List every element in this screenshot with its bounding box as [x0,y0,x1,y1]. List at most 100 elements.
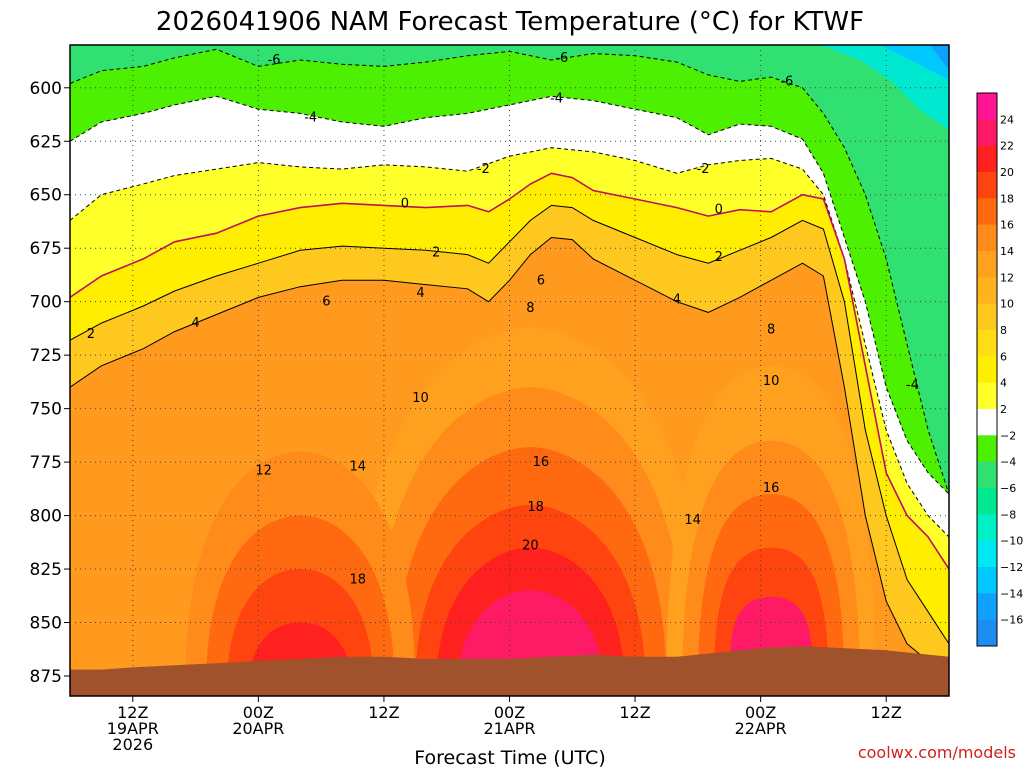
isotherm-lines [70,48,949,671]
colorbar-label: 6 [1000,350,1007,363]
contour-label: 10 [763,374,780,389]
y-tick-label: 775 [30,453,62,473]
colorbar-label: −6 [1000,482,1016,495]
contour-label: 6 [537,273,545,288]
colorbar-swatch [977,461,997,489]
isotherm-2 [70,204,949,645]
contour-label: 4 [191,316,199,331]
x-tick-label: 2026 [112,735,153,754]
colorbar-label: 10 [1000,298,1014,311]
contour-label: 16 [533,455,550,470]
contour-label: 2 [715,250,723,265]
y-tick-label: 625 [30,132,62,152]
contour-label: -4 [304,111,317,126]
isotherm-4 [70,236,949,671]
colorbar-swatch [977,409,997,436]
colorbar-swatch [977,277,997,305]
colorbar-frame [976,92,998,647]
contour-label: 6 [322,295,330,310]
y-tick-label: 850 [30,614,62,634]
colorbar-label: 4 [1000,377,1007,390]
contour-label: -6 [268,53,281,68]
y-axis: 600 625 650 675 700 725 750 775 800 825 850 875 [30,79,70,687]
y-tick-label: 675 [30,239,62,259]
x-tick-label: 22APR [735,719,787,738]
contour-label: 8 [526,301,534,316]
x-tick-label: 00Z [745,703,776,722]
isotherm-0 [70,172,949,570]
colorbar-swatch [977,540,997,568]
colorbar-label: −14 [1000,587,1023,600]
colorbar-label: −4 [1000,456,1016,469]
contour-label: 4 [673,293,681,308]
y-tick-label: 750 [30,400,62,420]
x-tick-label: 00Z [243,703,274,722]
band-cold-8 [820,45,949,130]
warm-temperature-bands [185,327,876,687]
x-tick-label: 12Z [368,703,399,722]
x-axis-label: Forecast Time (UTC) [414,747,605,768]
contour-label: 0 [401,196,409,211]
y-tick-label: 600 [30,79,62,99]
contour-label: -6 [555,51,568,66]
colorbar-swatch [977,619,997,647]
colorbar-swatch [977,593,997,621]
colorbar-label: −16 [1000,614,1023,627]
contour-label: -6 [780,74,793,89]
contour-label: 4 [416,286,424,301]
colorbar-swatch [977,224,997,252]
credit-text: coolwx.com/models [858,743,1016,762]
y-tick-label: 725 [30,346,62,366]
colorbar-label: 16 [1000,219,1014,232]
contour-label: 14 [349,459,366,474]
y-tick-label: 825 [30,560,62,580]
y-tick-label: 650 [30,186,62,206]
colorbar-label: 18 [1000,192,1014,205]
isotherm--2 [70,147,949,538]
colorbar-label: 8 [1000,324,1007,337]
colorbar-swatch [977,330,997,357]
band-above--6 [70,45,949,495]
colorbar-swatch [977,435,997,463]
contour-label: 14 [684,513,701,528]
colorbar-label: −8 [1000,508,1016,521]
grid-lines [70,45,949,696]
colorbar-swatch [977,145,997,173]
y-tick-label: 800 [30,507,62,527]
contour-label: 0 [715,203,723,218]
contour-label: 2 [432,245,440,260]
colorbar-swatch [977,93,997,120]
x-tick-label: 20APR [232,719,284,738]
colorbar-label: 20 [1000,166,1014,179]
colorbar-label: 24 [1000,113,1014,126]
band-above-0 [70,45,949,570]
contour-label: 2 [87,327,95,342]
colorbar-swatch [977,514,997,542]
colorbar-label: 2 [1000,403,1007,416]
band-cold-12 [880,45,949,80]
contour-label: 18 [527,500,544,515]
isotherm--4 [70,95,949,495]
contour-label: 8 [767,322,775,337]
y-tick-label: 700 [30,293,62,313]
colorbar-label: 14 [1000,245,1014,258]
contour-label: -4 [550,91,563,106]
chart-title: 2026041906 NAM Forecast Temperature (°C)… [156,7,864,37]
x-tick-label: 00Z [494,703,525,722]
colorbar-swatch [977,356,997,384]
colorbar-label: −12 [1000,561,1023,574]
colorbar-label: −10 [1000,535,1023,548]
contour-label: 12 [255,464,272,479]
colorbar-swatch [977,382,997,410]
band-cold-16 [930,45,949,70]
x-tick-label: 12Z [117,703,148,722]
colorbar-swatch [977,172,997,199]
colorbar-label: 22 [1000,140,1014,153]
x-tick-label: 19APR [107,719,159,738]
colorbar-label: 12 [1000,271,1014,284]
contour-label: -4 [906,378,919,393]
colorbar-label: −2 [1000,429,1016,442]
